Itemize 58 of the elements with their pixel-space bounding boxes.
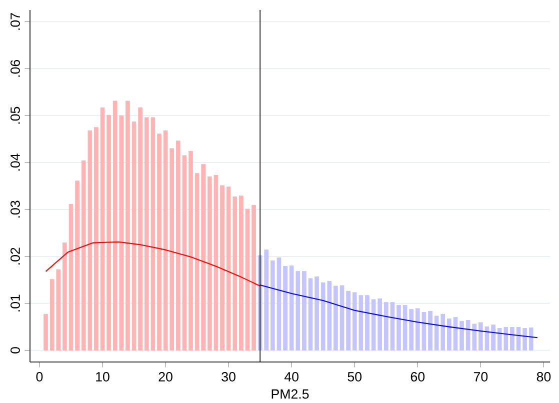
x-tick-label: 20 — [158, 372, 172, 382]
bar — [283, 266, 288, 351]
bar — [157, 134, 162, 351]
bar — [75, 180, 80, 351]
bar — [460, 320, 464, 351]
bar — [371, 299, 376, 351]
y-tick-label: .01 — [10, 294, 20, 312]
bar — [447, 318, 452, 351]
bar — [522, 328, 527, 351]
bar — [132, 121, 136, 351]
x-tick-label: 80 — [536, 372, 551, 382]
y-tick-label: .04 — [10, 154, 20, 171]
bar — [453, 317, 458, 351]
x-tick-label: 30 — [222, 372, 236, 382]
x-tick-label: 60 — [410, 372, 425, 382]
line-series — [45, 241, 261, 287]
bar — [62, 242, 67, 351]
x-tick-label: 0 — [36, 372, 43, 382]
x-tick-label: 50 — [348, 372, 362, 382]
y-tick-label: .06 — [10, 60, 20, 77]
x-tick-label: 40 — [284, 372, 298, 382]
bar — [340, 285, 344, 351]
bar — [163, 130, 168, 351]
bar — [220, 185, 224, 351]
bar — [378, 298, 382, 351]
bar — [100, 107, 105, 351]
bar — [365, 295, 370, 351]
bar — [478, 322, 483, 351]
y-tick-label: .02 — [10, 248, 20, 264]
bar — [252, 204, 256, 351]
bar — [188, 151, 193, 351]
x-tick-label: 70 — [474, 372, 488, 382]
bar — [346, 290, 350, 351]
y-tick-label: 0 — [10, 347, 20, 354]
y-tick-label: .03 — [10, 200, 20, 218]
bar — [528, 327, 534, 351]
x-axis-title: PM2.5 — [272, 389, 309, 399]
bar — [276, 258, 282, 351]
bar — [126, 100, 130, 351]
bar — [314, 276, 319, 351]
y-tick-label: .05 — [10, 106, 20, 124]
x-tick-label: 10 — [96, 372, 110, 382]
bar — [170, 148, 174, 351]
bar — [334, 286, 338, 351]
bar — [44, 314, 48, 351]
bar — [138, 107, 142, 351]
y-tick-label: .07 — [10, 13, 20, 30]
bar — [270, 260, 275, 351]
bar — [510, 327, 514, 351]
bar — [396, 304, 401, 351]
bar — [106, 114, 111, 351]
line-series — [260, 284, 538, 338]
bar — [308, 278, 313, 351]
bar — [491, 324, 496, 351]
bar — [428, 311, 432, 351]
bar — [94, 127, 98, 351]
bar — [68, 204, 74, 351]
bar — [302, 271, 306, 351]
